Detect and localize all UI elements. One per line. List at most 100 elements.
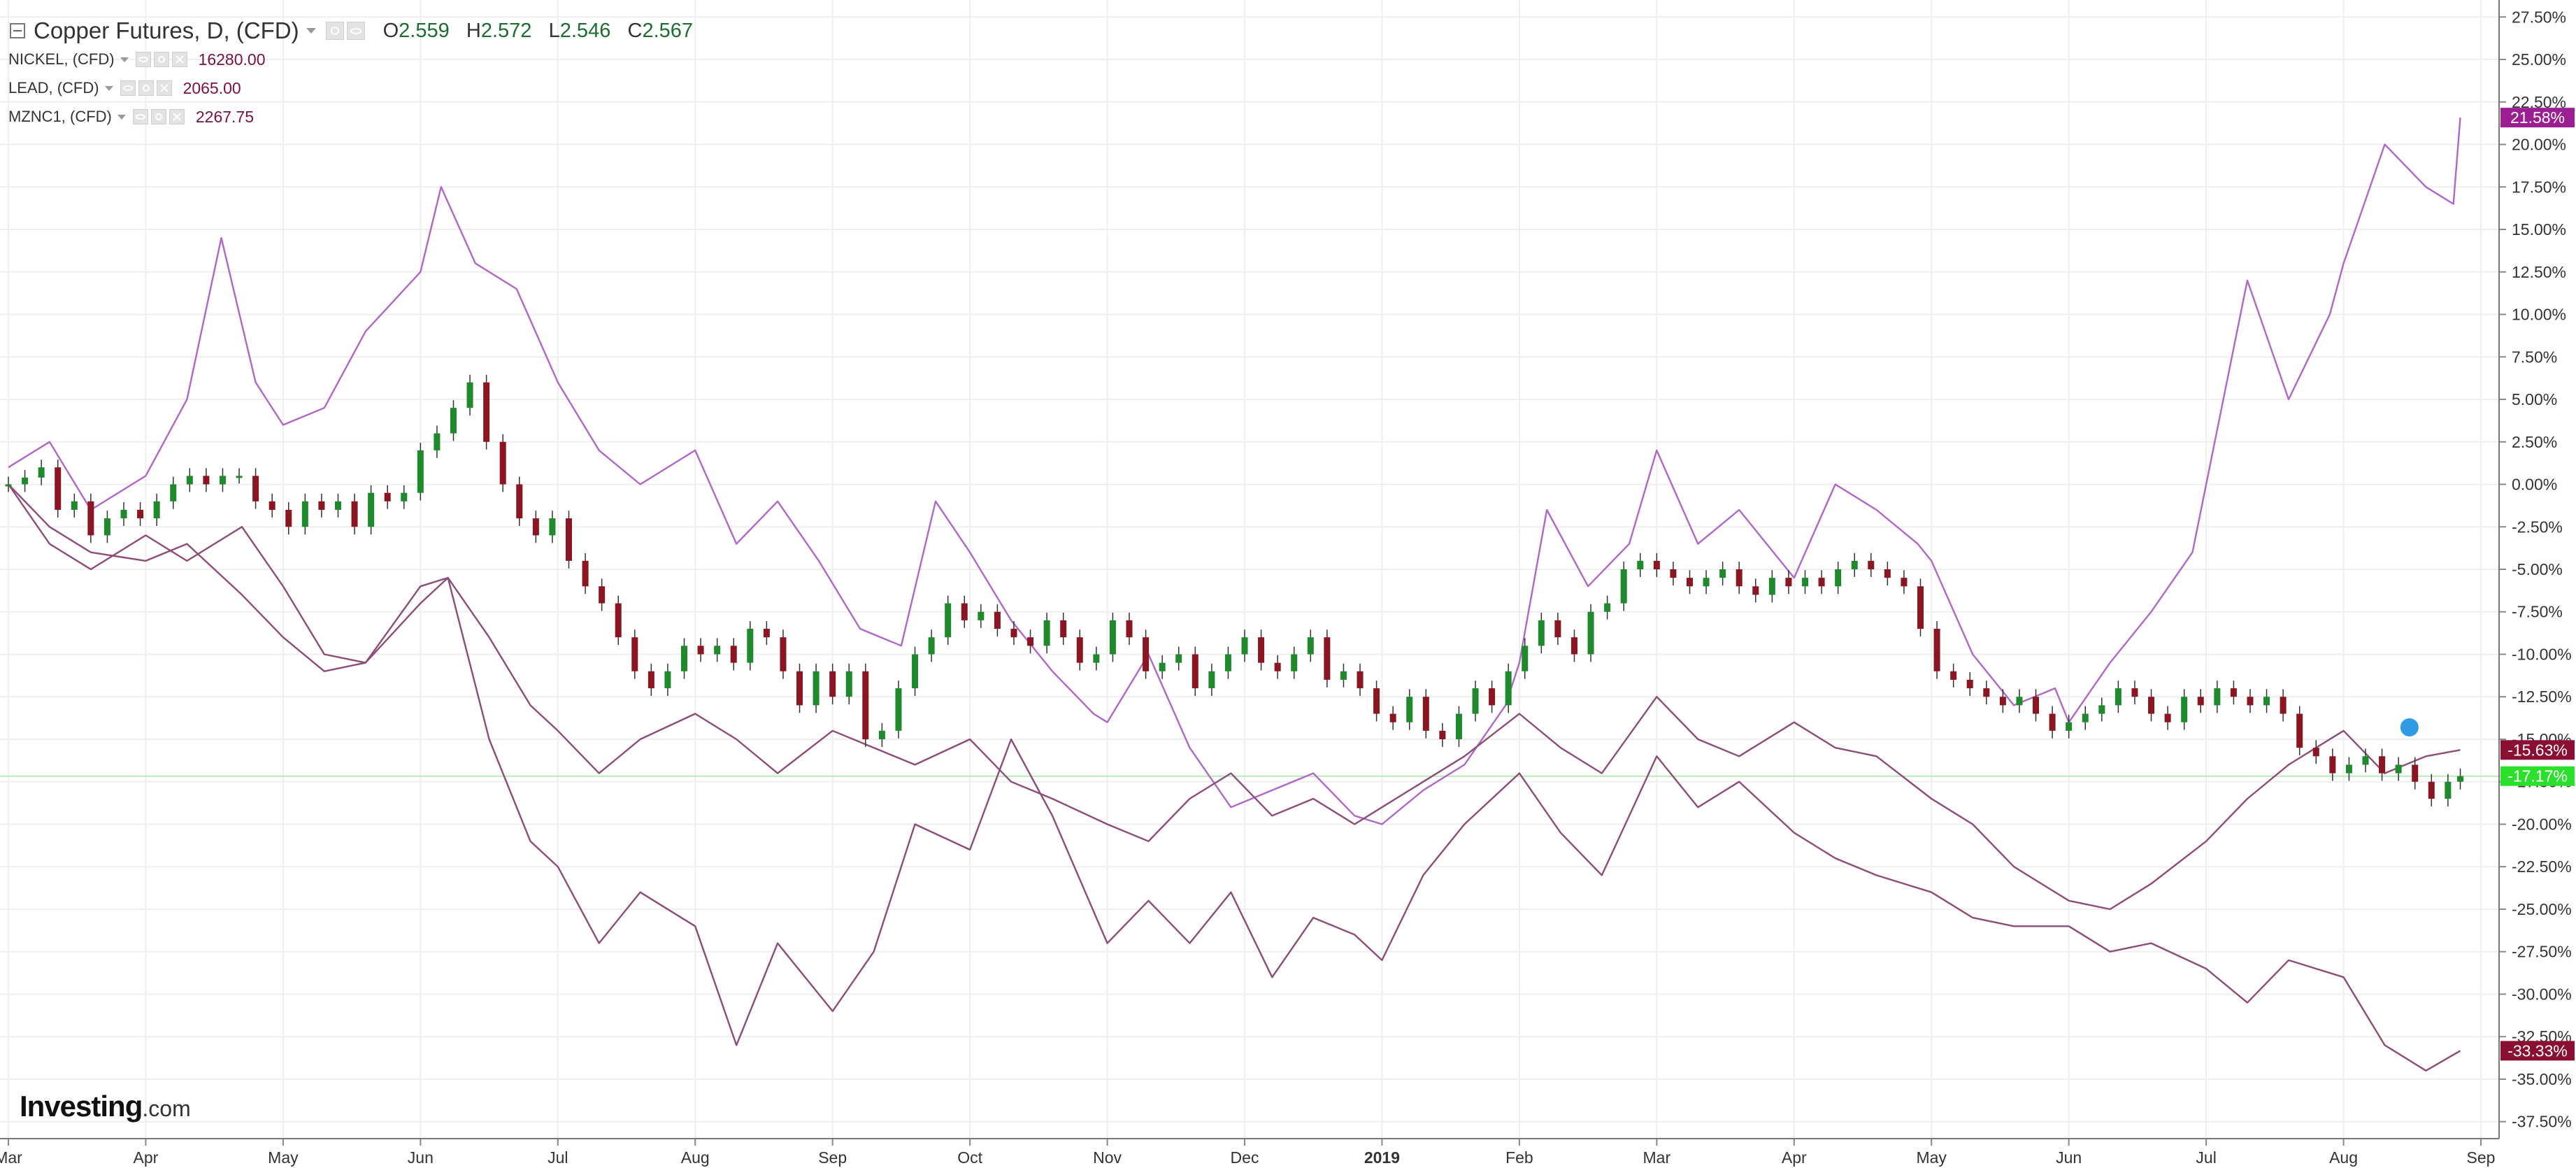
candle-body — [2412, 764, 2419, 782]
brand-name: Investing — [20, 1090, 143, 1123]
candle-body — [1307, 637, 1314, 655]
candle-body — [2329, 756, 2336, 774]
candle-body — [170, 484, 177, 501]
candle-body — [1258, 637, 1265, 663]
candle-body — [1224, 654, 1231, 671]
candle-body — [334, 501, 341, 510]
close-icon[interactable] — [169, 109, 185, 124]
candle-body — [1208, 671, 1215, 689]
candle-body — [1604, 603, 1611, 612]
candle-body — [845, 671, 852, 697]
candle-body — [1950, 671, 1957, 680]
candle-body — [1175, 654, 1182, 663]
chevron-down-icon[interactable] — [104, 85, 113, 91]
candle-body — [2395, 764, 2402, 774]
candle-body — [1027, 637, 1034, 646]
ohlc-open-value: 2.559 — [399, 19, 450, 42]
main-series-title[interactable]: Copper Futures, D, (CFD) — [34, 17, 299, 43]
badge-copper — [2500, 766, 2575, 786]
series-line-mznc1 — [8, 483, 2461, 1072]
candle-body — [1818, 578, 1825, 587]
candle-body — [1472, 688, 1479, 714]
y-tick-label: 12.50% — [2512, 263, 2566, 281]
visibility-icon[interactable] — [346, 22, 365, 40]
candle-body — [1637, 560, 1644, 569]
candle-body — [351, 501, 358, 527]
candle-body — [1785, 578, 1792, 587]
candle-body — [1010, 629, 1017, 638]
badge-mznc1-label: -33.33% — [2507, 1041, 2568, 1060]
collapse-icon[interactable] — [10, 23, 25, 38]
candle-body — [236, 476, 243, 478]
comparison-name[interactable]: MZNC1, (CFD) — [8, 108, 112, 125]
candle-body — [318, 501, 325, 510]
candle-body — [1439, 730, 1446, 739]
settings-icon[interactable] — [325, 22, 344, 40]
investing-logo[interactable]: Investing.com — [20, 1090, 191, 1123]
candle-body — [1422, 697, 1429, 731]
candle-body — [1801, 578, 1808, 587]
candle-body — [1768, 578, 1775, 595]
candle-body — [1505, 671, 1512, 706]
candle-body — [71, 501, 78, 510]
candle-body — [631, 637, 638, 671]
y-tick-label: -2.50% — [2512, 518, 2563, 536]
event-marker-icon[interactable] — [2398, 716, 2420, 738]
candle-body — [1274, 662, 1281, 671]
settings-icon[interactable] — [153, 52, 169, 67]
candle-body — [38, 467, 45, 478]
badge-mznc1 — [2500, 1041, 2575, 1061]
candle-body — [1554, 620, 1561, 638]
ohlc-close-label: C — [627, 19, 643, 42]
candle-body — [532, 518, 539, 536]
candle-body — [2164, 713, 2171, 722]
chevron-down-icon[interactable] — [306, 28, 316, 34]
chevron-down-icon[interactable] — [120, 57, 129, 62]
y-tick-label: -35.00% — [2512, 1070, 2572, 1088]
ohlc-high-value: 2.572 — [480, 19, 532, 42]
settings-icon[interactable] — [138, 80, 154, 96]
candle-body — [269, 501, 276, 510]
candle-body — [1917, 586, 1924, 629]
visibility-icon[interactable] — [132, 109, 148, 124]
candle-body — [813, 671, 820, 706]
x-tick-label: Dec — [1231, 1148, 1259, 1167]
badge-nickel-label: 21.58% — [2510, 108, 2565, 127]
y-tick-label: -12.50% — [2512, 688, 2572, 706]
candle-body — [2131, 688, 2138, 697]
candle-body — [301, 501, 308, 527]
candle-body — [2296, 713, 2303, 748]
candle-body — [434, 433, 441, 450]
x-tick-label: Jul — [2196, 1148, 2216, 1167]
badge-nickel — [2500, 108, 2575, 128]
candle-body — [2115, 688, 2121, 706]
candle-body — [565, 518, 572, 561]
close-icon[interactable] — [171, 52, 187, 67]
candle-body — [219, 476, 226, 485]
candle-body — [1373, 688, 1380, 714]
candle-body — [1076, 637, 1083, 663]
candle-body — [961, 603, 968, 620]
candle-body — [978, 611, 985, 620]
settings-icon[interactable] — [150, 109, 166, 124]
ohlc-high-label: H — [466, 19, 481, 42]
candle-body — [582, 560, 589, 587]
x-tick-label: Sep — [2467, 1148, 2496, 1167]
candle-body — [2457, 776, 2464, 782]
candle-body — [2148, 697, 2155, 714]
close-icon[interactable] — [156, 80, 172, 96]
comparison-value: 2065.00 — [183, 78, 241, 97]
comparison-value: 16280.00 — [198, 50, 266, 69]
x-tick-label: May — [268, 1148, 299, 1167]
y-tick-label: 20.00% — [2512, 136, 2566, 154]
candle-body — [1752, 586, 1759, 595]
comparison-name[interactable]: NICKEL, (CFD) — [8, 50, 115, 68]
visibility-icon[interactable] — [120, 80, 136, 96]
candle-body — [2428, 781, 2435, 799]
candle-body — [1999, 697, 2006, 706]
chevron-down-icon[interactable] — [117, 114, 126, 120]
visibility-icon[interactable] — [135, 52, 151, 67]
comparison-name[interactable]: LEAD, (CFD) — [8, 79, 99, 97]
comparison-value: 2267.75 — [195, 107, 255, 126]
